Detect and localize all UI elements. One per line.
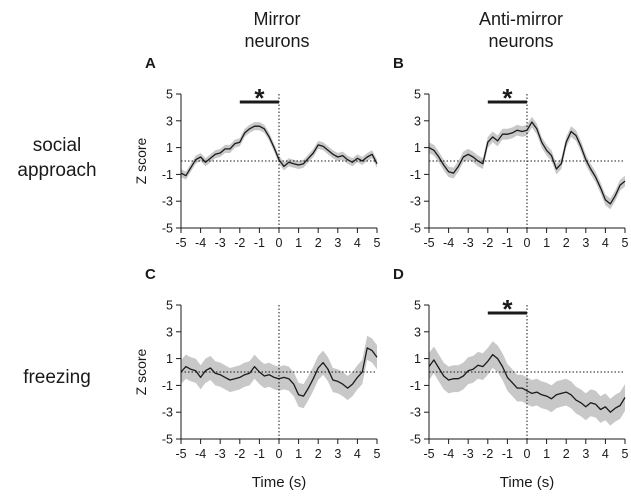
y-tick-label: -3 [410,195,421,209]
x-tick-label: 4 [354,236,361,250]
y-axis-label: Z score [133,348,149,395]
y-tick-label: 5 [166,88,173,102]
y-tick-label: -5 [410,433,421,447]
x-tick-label: 1 [295,236,302,250]
y-tick-label: 1 [414,141,421,155]
x-tick-label: -1 [254,447,265,461]
x-tick-label: -3 [215,236,226,250]
x-tick-label: 3 [582,447,589,461]
y-tick-label: 1 [166,352,173,366]
panel-letter: A [145,55,156,72]
x-axis-label: Time (s) [252,474,306,491]
x-tick-label: -5 [423,236,434,250]
x-tick-label: 0 [276,236,283,250]
x-tick-label: -5 [175,236,186,250]
y-tick-label: -3 [162,406,173,420]
x-tick-label: -4 [443,447,454,461]
x-tick-label: 3 [582,236,589,250]
x-tick-label: -1 [502,447,513,461]
x-tick-label: 5 [374,447,381,461]
panel-letter: D [393,266,404,283]
mean-trace [428,353,626,413]
column-header-anti-mirror: Anti-mirror neurons [479,9,563,51]
mean-trace [180,125,378,177]
y-tick-label: -1 [410,168,421,182]
x-tick-label: -4 [195,447,206,461]
y-tick-label: -3 [162,195,173,209]
panel-letter: C [145,266,156,283]
y-tick-label: 1 [414,352,421,366]
x-tick-label: -2 [234,236,245,250]
x-tick-label: 0 [524,236,531,250]
x-tick-label: 4 [602,236,609,250]
y-tick-label: 5 [166,299,173,313]
y-tick-label: 3 [414,114,421,128]
x-tick-label: 0 [524,447,531,461]
x-tick-label: -1 [254,236,265,250]
x-tick-label: 1 [543,236,550,250]
y-tick-label: 3 [166,114,173,128]
x-tick-label: 2 [315,447,322,461]
x-tick-label: -2 [234,447,245,461]
x-tick-label: 4 [354,447,361,461]
x-tick-label: 5 [622,236,629,250]
x-tick-label: 2 [315,236,322,250]
x-tick-label: -2 [482,447,493,461]
y-tick-label: -5 [162,433,173,447]
y-tick-label: 1 [166,141,173,155]
y-tick-label: -1 [162,379,173,393]
x-axis-label: Time (s) [500,474,554,491]
x-tick-label: -2 [482,236,493,250]
y-tick-label: -3 [410,406,421,420]
x-tick-label: 1 [543,447,550,461]
y-tick-label: 3 [166,325,173,339]
x-tick-label: 2 [563,447,570,461]
y-tick-label: -5 [162,222,173,236]
x-tick-label: -4 [195,236,206,250]
x-tick-label: 1 [295,447,302,461]
sem-band [181,122,377,180]
x-tick-label: -3 [463,236,474,250]
y-tick-label: -1 [410,379,421,393]
x-tick-label: -5 [175,447,186,461]
x-tick-label: -3 [463,447,474,461]
y-tick-label: 5 [414,88,421,102]
significance-star: * [502,294,513,324]
significance-star: * [502,83,513,113]
column-header-mirror: Mirror neurons [244,9,309,51]
y-tick-label: 3 [414,325,421,339]
mean-trace [428,121,626,205]
y-tick-label: -1 [162,168,173,182]
x-tick-label: 3 [334,236,341,250]
x-tick-label: 5 [622,447,629,461]
x-tick-label: -5 [423,447,434,461]
y-tick-label: -5 [410,222,421,236]
x-tick-label: 5 [374,236,381,250]
significance-star: * [254,83,265,113]
row-label-freezing: freezing [23,367,91,388]
panel-letter: B [393,55,404,72]
mean-trace [180,347,378,397]
y-tick-label: 5 [414,299,421,313]
x-tick-label: -3 [215,447,226,461]
row-label-social-approach: social approach [17,135,96,181]
x-tick-label: -1 [502,236,513,250]
y-axis-label: Z score [133,137,149,184]
x-tick-label: 2 [563,236,570,250]
x-tick-label: 3 [334,447,341,461]
x-tick-label: 0 [276,447,283,461]
sem-band [429,116,625,210]
x-tick-label: -4 [443,236,454,250]
x-tick-label: 4 [602,447,609,461]
